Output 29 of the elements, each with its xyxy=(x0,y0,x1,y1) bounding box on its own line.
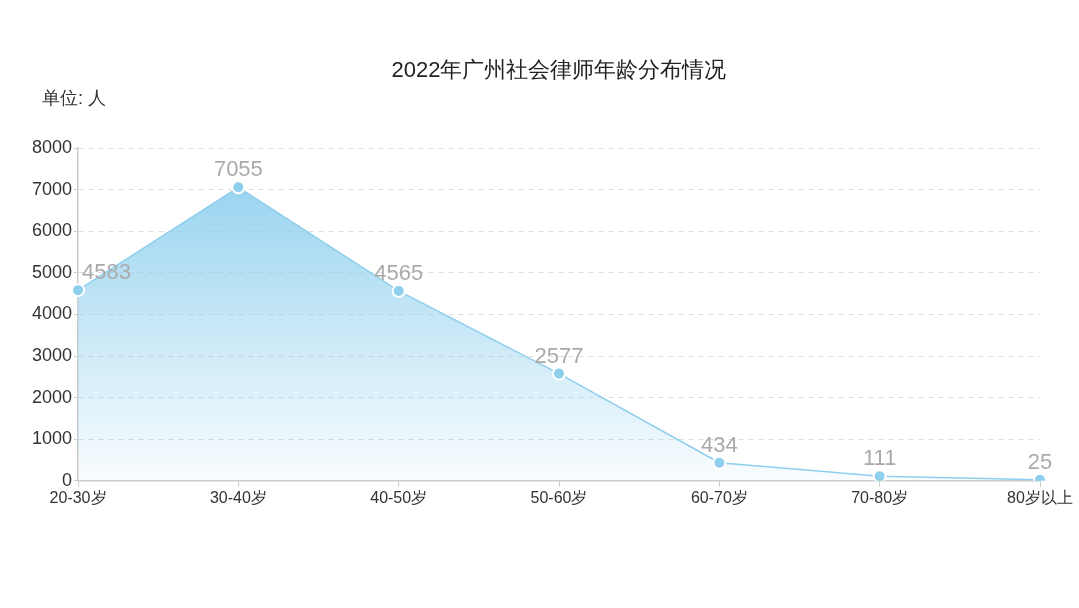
y-tick-label: 4000 xyxy=(32,303,73,324)
y-tick-label: 8000 xyxy=(32,136,73,157)
y-tick-label: 1000 xyxy=(32,428,73,449)
x-tick-label: 20-30岁 xyxy=(49,488,107,506)
point xyxy=(71,283,86,298)
y-tick-label: 6000 xyxy=(32,220,73,241)
y-axis-title: 单位: 人 xyxy=(42,87,107,108)
y-tick-label: 0 xyxy=(62,469,73,490)
x-tick-label: 40-50岁 xyxy=(370,488,428,506)
point xyxy=(552,366,567,381)
data-label: 434 xyxy=(700,431,738,457)
data-label: 111 xyxy=(862,445,897,471)
data-label: 25 xyxy=(1027,448,1053,474)
data-label: 2577 xyxy=(534,342,584,368)
y-tick-label: 5000 xyxy=(32,261,73,282)
x-tick-label: 30-40岁 xyxy=(209,488,267,506)
y-tick-label: 7000 xyxy=(32,178,73,199)
x-tick-label: 80岁以上 xyxy=(1007,488,1073,506)
point xyxy=(712,455,727,470)
chart-title: 2022年广州社会律师年龄分布情况 xyxy=(391,57,727,83)
point xyxy=(872,469,887,481)
y-tick-label: 2000 xyxy=(32,386,73,407)
data-label: 4565 xyxy=(374,259,424,285)
x-tick-label: 70-80岁 xyxy=(851,488,909,506)
y-tick-label: 3000 xyxy=(32,344,73,365)
point xyxy=(231,180,246,195)
x-tick-label: 60-70岁 xyxy=(690,488,748,506)
x-tick-label: 50-60岁 xyxy=(530,488,588,506)
data-label: 7055 xyxy=(213,156,263,182)
